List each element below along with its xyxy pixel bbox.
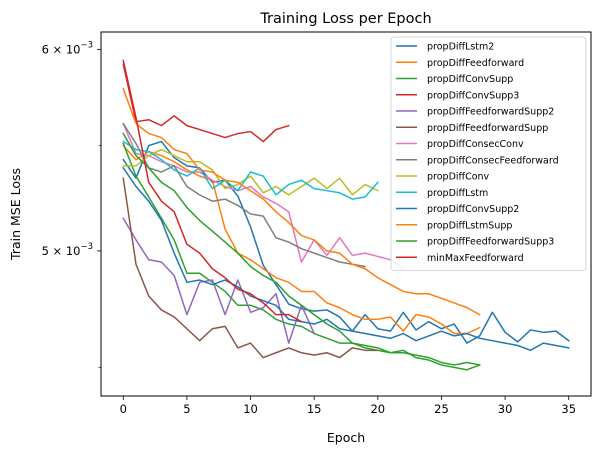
x-tick-label: 0 bbox=[120, 402, 127, 416]
legend-label: propDiffLstmSupp bbox=[427, 220, 512, 231]
series-line-14 bbox=[122, 59, 303, 323]
x-tick-label: 10 bbox=[243, 402, 258, 416]
x-tick-label: 35 bbox=[561, 402, 576, 416]
series-line-13 bbox=[122, 132, 481, 371]
legend-label: propDiffLstm bbox=[427, 188, 488, 199]
legend-label: propDiffConsecConv bbox=[427, 139, 524, 150]
series-line-3 bbox=[122, 142, 481, 366]
series-line-9 bbox=[122, 148, 379, 196]
series-line-12 bbox=[122, 87, 481, 316]
legend-label: propDiffFeedforwardSupp3 bbox=[427, 237, 554, 248]
series-layer bbox=[122, 59, 570, 371]
legend-label: propDiffFeedforwardSupp2 bbox=[427, 107, 554, 118]
series-line-10 bbox=[122, 140, 379, 200]
chart-title: Training Loss per Epoch bbox=[259, 11, 431, 27]
legend: propDiffLstm2 propDiffFeedforward propDiff… bbox=[390, 36, 587, 271]
legend-label: minMaxFeedforward bbox=[427, 253, 524, 264]
legend-label: propDiffConv bbox=[427, 172, 490, 183]
y-axis: 5 × 10−3 6 × 10−3 bbox=[42, 40, 101, 368]
y-axis-label: Train MSE Loss bbox=[8, 168, 23, 261]
x-tick-label: 5 bbox=[183, 402, 190, 416]
y-tick-label: 5 × 10−3 bbox=[42, 242, 93, 258]
legend-label: propDiffConsecFeedforward bbox=[427, 155, 559, 166]
x-tick-label: 30 bbox=[498, 402, 513, 416]
series-line-4 bbox=[122, 63, 290, 143]
series-line-2 bbox=[122, 144, 481, 335]
series-line-11 bbox=[122, 166, 570, 352]
legend-box bbox=[390, 36, 587, 271]
x-axis: 0 5 10 15 20 25 30 35 bbox=[120, 396, 576, 416]
legend-label: propDiffConvSupp2 bbox=[427, 204, 519, 215]
series-line-8 bbox=[122, 122, 366, 268]
x-tick-label: 20 bbox=[370, 402, 385, 416]
y-tick-label: 6 × 10−3 bbox=[42, 40, 93, 56]
legend-label: propDiffConvSupp3 bbox=[427, 90, 519, 101]
legend-label: propDiffFeedforwardSupp bbox=[427, 123, 548, 134]
legend-label: propDiffFeedforward bbox=[427, 58, 524, 69]
legend-label: propDiffLstm2 bbox=[427, 42, 494, 53]
x-tick-label: 25 bbox=[434, 402, 449, 416]
series-line-5 bbox=[122, 217, 316, 344]
legend-label: propDiffConvSupp bbox=[427, 74, 513, 85]
x-axis-label: Epoch bbox=[327, 430, 365, 445]
plot-area-frame bbox=[100, 31, 592, 397]
x-tick-label: 15 bbox=[307, 402, 322, 416]
series-line-6 bbox=[122, 177, 379, 359]
series-line-7 bbox=[122, 122, 405, 270]
